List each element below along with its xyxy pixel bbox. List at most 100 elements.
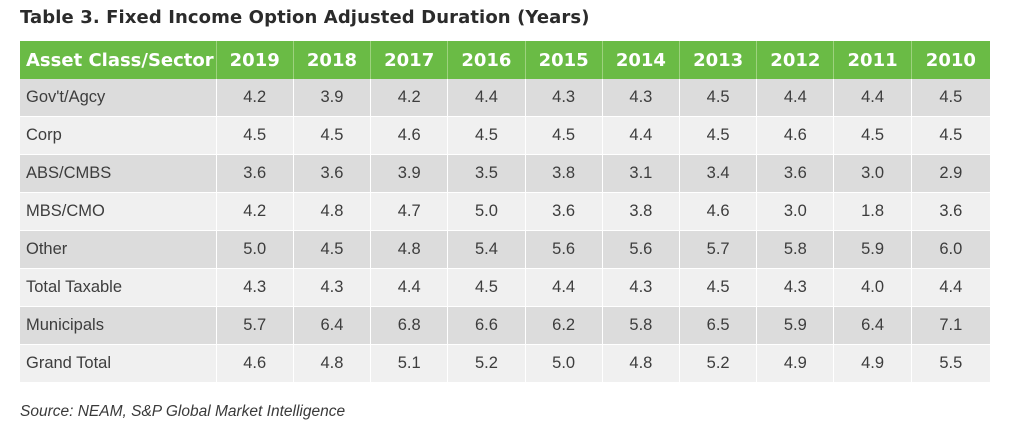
table-cell: 4.9	[834, 345, 912, 383]
table-cell: 4.2	[216, 193, 294, 231]
table-cell: 4.6	[216, 345, 294, 383]
table-cell: 3.6	[911, 193, 990, 231]
table-cell: 4.5	[911, 117, 990, 155]
table-row: Municipals 5.7 6.4 6.8 6.6 6.2 5.8 6.5 5…	[20, 307, 990, 345]
table-cell: 4.8	[293, 345, 372, 383]
table-cell: 3.5	[448, 155, 526, 193]
column-header-year: 2017	[371, 41, 449, 79]
table-row: Other 5.0 4.5 4.8 5.4 5.6 5.6 5.7 5.8 5.…	[20, 231, 990, 269]
table-cell: 4.8	[602, 345, 680, 383]
table-cell: 3.6	[216, 155, 294, 193]
table-cell: 4.3	[757, 269, 835, 307]
table-cell: 4.5	[911, 79, 990, 117]
table-cell: 4.6	[371, 117, 449, 155]
table-cell: 3.8	[525, 155, 603, 193]
column-header-year: 2013	[680, 41, 758, 79]
table-cell: 5.6	[525, 231, 603, 269]
source-note: Source: NEAM, S&P Global Market Intellig…	[20, 403, 346, 420]
table-cell: 3.6	[293, 155, 372, 193]
table-cell: 3.0	[757, 193, 835, 231]
table-cell: 5.0	[525, 345, 603, 383]
table-cell: 3.4	[680, 155, 758, 193]
table-cell: 4.5	[834, 117, 912, 155]
table-cell: 7.1	[911, 307, 990, 345]
table-cell: 3.8	[602, 193, 680, 231]
table-row: ABS/CMBS 3.6 3.6 3.9 3.5 3.8 3.1 3.4 3.6…	[20, 155, 990, 193]
row-label: Municipals	[20, 307, 217, 345]
column-header-year: 2018	[293, 41, 372, 79]
table-row: MBS/CMO 4.2 4.8 4.7 5.0 3.6 3.8 4.6 3.0 …	[20, 193, 990, 231]
table-cell: 4.8	[371, 231, 449, 269]
table-cell: 4.5	[216, 117, 294, 155]
column-header-year: 2014	[602, 41, 680, 79]
table-cell: 4.3	[525, 79, 603, 117]
table-cell: 5.2	[680, 345, 758, 383]
table-cell: 5.1	[371, 345, 449, 383]
table-cell: 5.9	[757, 307, 835, 345]
column-header-year: 2015	[525, 41, 603, 79]
table-cell: 5.0	[216, 231, 294, 269]
table-cell: 5.7	[216, 307, 294, 345]
table-cell: 6.0	[911, 231, 990, 269]
table-cell: 4.6	[757, 117, 835, 155]
table-cell: 4.3	[293, 269, 372, 307]
table-cell: 4.3	[216, 269, 294, 307]
table-cell: 4.0	[834, 269, 912, 307]
table-cell: 5.0	[448, 193, 526, 231]
table-cell: 4.3	[602, 269, 680, 307]
header-row: Asset Class/Sector 2019 2018 2017 2016 2…	[20, 41, 990, 79]
row-label: Total Taxable	[20, 269, 217, 307]
table-cell: 5.9	[834, 231, 912, 269]
row-label: MBS/CMO	[20, 193, 217, 231]
table-cell: 2.9	[911, 155, 990, 193]
table-cell: 4.8	[293, 193, 372, 231]
table-cell: 4.4	[757, 79, 835, 117]
table-cell: 5.8	[757, 231, 835, 269]
table-cell: 6.2	[525, 307, 603, 345]
table-cell: 5.8	[602, 307, 680, 345]
column-header-year: 2019	[216, 41, 294, 79]
row-label: ABS/CMBS	[20, 155, 217, 193]
table-cell: 4.9	[757, 345, 835, 383]
table-cell: 4.4	[448, 79, 526, 117]
column-header-asset-class: Asset Class/Sector	[20, 41, 217, 79]
column-header-year: 2012	[757, 41, 835, 79]
table-cell: 5.7	[680, 231, 758, 269]
row-label: Other	[20, 231, 217, 269]
table-cell: 4.5	[680, 117, 758, 155]
table-cell: 3.9	[371, 155, 449, 193]
row-label: Corp	[20, 117, 217, 155]
table-cell: 6.4	[834, 307, 912, 345]
table-cell: 4.7	[371, 193, 449, 231]
table-cell: 4.5	[448, 117, 526, 155]
table-cell: 4.6	[680, 193, 758, 231]
table-cell: 4.3	[602, 79, 680, 117]
table-row: Grand Total 4.6 4.8 5.1 5.2 5.0 4.8 5.2 …	[20, 345, 990, 383]
table-cell: 4.4	[834, 79, 912, 117]
table-cell: 3.9	[293, 79, 372, 117]
table-cell: 6.4	[293, 307, 372, 345]
table-cell: 6.6	[448, 307, 526, 345]
table-cell: 1.8	[834, 193, 912, 231]
table-cell: 4.5	[448, 269, 526, 307]
table-cell: 4.5	[680, 269, 758, 307]
table-cell: 4.4	[525, 269, 603, 307]
table-cell: 4.4	[911, 269, 990, 307]
table-row: Gov't/Agcy 4.2 3.9 4.2 4.4 4.3 4.3 4.5 4…	[20, 79, 990, 117]
table-cell: 4.5	[525, 117, 603, 155]
column-header-year: 2011	[834, 41, 912, 79]
duration-table: Asset Class/Sector 2019 2018 2017 2016 2…	[20, 41, 990, 383]
row-label: Grand Total	[20, 345, 217, 383]
table-cell: 3.6	[757, 155, 835, 193]
row-label: Gov't/Agcy	[20, 79, 217, 117]
table-cell: 5.4	[448, 231, 526, 269]
table-cell: 5.6	[602, 231, 680, 269]
table-cell: 3.1	[602, 155, 680, 193]
table-row: Total Taxable 4.3 4.3 4.4 4.5 4.4 4.3 4.…	[20, 269, 990, 307]
table-cell: 4.4	[371, 269, 449, 307]
column-header-year: 2016	[448, 41, 526, 79]
table-cell: 3.0	[834, 155, 912, 193]
table-cell: 6.8	[371, 307, 449, 345]
table-row: Corp 4.5 4.5 4.6 4.5 4.5 4.4 4.5 4.6 4.5…	[20, 117, 990, 155]
table-cell: 3.6	[525, 193, 603, 231]
